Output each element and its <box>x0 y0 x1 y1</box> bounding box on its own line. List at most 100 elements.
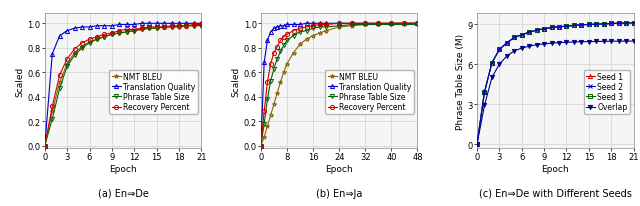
Translation Quality <box>86 27 93 29</box>
Phrase Table Size <box>175 27 183 29</box>
NMT BLEU <box>348 25 356 28</box>
Seed 3 <box>593 24 600 26</box>
Translation Quality <box>388 23 396 25</box>
Translation Quality <box>260 62 268 64</box>
Y-axis label: Scaled: Scaled <box>15 66 24 96</box>
Line: Phrase Table Size: Phrase Table Size <box>43 25 204 148</box>
Phrase Table Size <box>138 29 145 32</box>
NMT BLEU <box>182 25 190 28</box>
Line: Overlap: Overlap <box>475 40 636 146</box>
Translation Quality <box>108 25 116 28</box>
Overlap <box>607 41 615 43</box>
Phrase Table Size <box>56 87 63 90</box>
Y-axis label: Phrase Table Size (M): Phrase Table Size (M) <box>456 34 465 129</box>
Seed 3 <box>570 25 578 28</box>
Seed 3 <box>600 23 607 26</box>
Overlap <box>593 41 600 43</box>
Overlap <box>518 48 525 50</box>
Seed 3 <box>488 62 496 65</box>
Seed 2 <box>473 143 481 146</box>
Recovery Percent <box>198 24 205 27</box>
NMT BLEU <box>116 33 124 35</box>
Seed 1 <box>548 27 556 30</box>
Translation Quality <box>153 23 161 25</box>
Phrase Table Size <box>303 30 310 33</box>
Phrase Table Size <box>153 28 161 30</box>
NMT BLEU <box>56 81 63 84</box>
Translation Quality <box>138 23 145 25</box>
Translation Quality <box>283 24 291 27</box>
Translation Quality <box>56 35 63 37</box>
Translation Quality <box>41 145 49 147</box>
Seed 1 <box>563 26 570 28</box>
Overlap <box>540 43 548 46</box>
Recovery Percent <box>63 58 71 61</box>
Translation Quality <box>309 23 317 25</box>
Line: NMT BLEU: NMT BLEU <box>43 23 204 148</box>
Translation Quality <box>257 145 265 147</box>
Overlap <box>622 41 630 43</box>
Seed 1 <box>593 24 600 26</box>
Translation Quality <box>71 28 79 30</box>
Recovery Percent <box>168 25 175 28</box>
Translation Quality <box>280 25 287 28</box>
Phrase Table Size <box>49 118 56 120</box>
NMT BLEU <box>316 33 323 35</box>
Phrase Table Size <box>260 123 268 125</box>
Recovery Percent <box>182 25 190 28</box>
NMT BLEU <box>267 114 275 117</box>
Phrase Table Size <box>264 98 271 101</box>
Seed 2 <box>615 23 623 25</box>
NMT BLEU <box>198 24 205 27</box>
Translation Quality <box>168 23 175 25</box>
Recovery Percent <box>273 46 281 49</box>
Phrase Table Size <box>401 24 408 27</box>
Overlap <box>511 50 518 53</box>
NMT BLEU <box>335 27 343 29</box>
Translation Quality <box>198 23 205 25</box>
Seed 3 <box>518 34 525 37</box>
Phrase Table Size <box>190 25 198 28</box>
Overlap <box>525 46 533 48</box>
Seed 2 <box>622 23 630 25</box>
Recovery Percent <box>116 30 124 33</box>
Seed 1 <box>495 49 503 52</box>
Recovery Percent <box>290 30 298 33</box>
Line: Seed 2: Seed 2 <box>475 22 636 146</box>
Line: NMT BLEU: NMT BLEU <box>259 22 420 148</box>
Translation Quality <box>374 23 382 25</box>
NMT BLEU <box>168 27 175 29</box>
NMT BLEU <box>273 92 281 95</box>
Seed 1 <box>540 28 548 31</box>
NMT BLEU <box>296 44 304 46</box>
Phrase Table Size <box>309 28 317 30</box>
Line: Seed 3: Seed 3 <box>475 22 636 146</box>
NMT BLEU <box>276 81 284 84</box>
Recovery Percent <box>71 48 79 51</box>
Recovery Percent <box>335 23 343 25</box>
Phrase Table Size <box>323 27 330 29</box>
Overlap <box>570 42 578 44</box>
Seed 2 <box>570 25 578 28</box>
NMT BLEU <box>323 30 330 33</box>
Recovery Percent <box>296 28 304 30</box>
Translation Quality <box>323 23 330 25</box>
NMT BLEU <box>362 24 369 27</box>
Phrase Table Size <box>273 58 281 61</box>
NMT BLEU <box>309 35 317 37</box>
Translation Quality <box>316 23 323 25</box>
Recovery Percent <box>153 27 161 29</box>
Overlap <box>555 42 563 45</box>
Recovery Percent <box>401 23 408 25</box>
NMT BLEU <box>41 145 49 147</box>
Overlap <box>630 41 637 43</box>
NMT BLEU <box>401 23 408 25</box>
Phrase Table Size <box>335 25 343 28</box>
Overlap <box>563 42 570 44</box>
Overlap <box>495 64 503 66</box>
Translation Quality <box>78 27 86 29</box>
NMT BLEU <box>175 25 183 28</box>
Recovery Percent <box>283 34 291 36</box>
Phrase Table Size <box>71 55 79 57</box>
Phrase Table Size <box>290 35 298 37</box>
